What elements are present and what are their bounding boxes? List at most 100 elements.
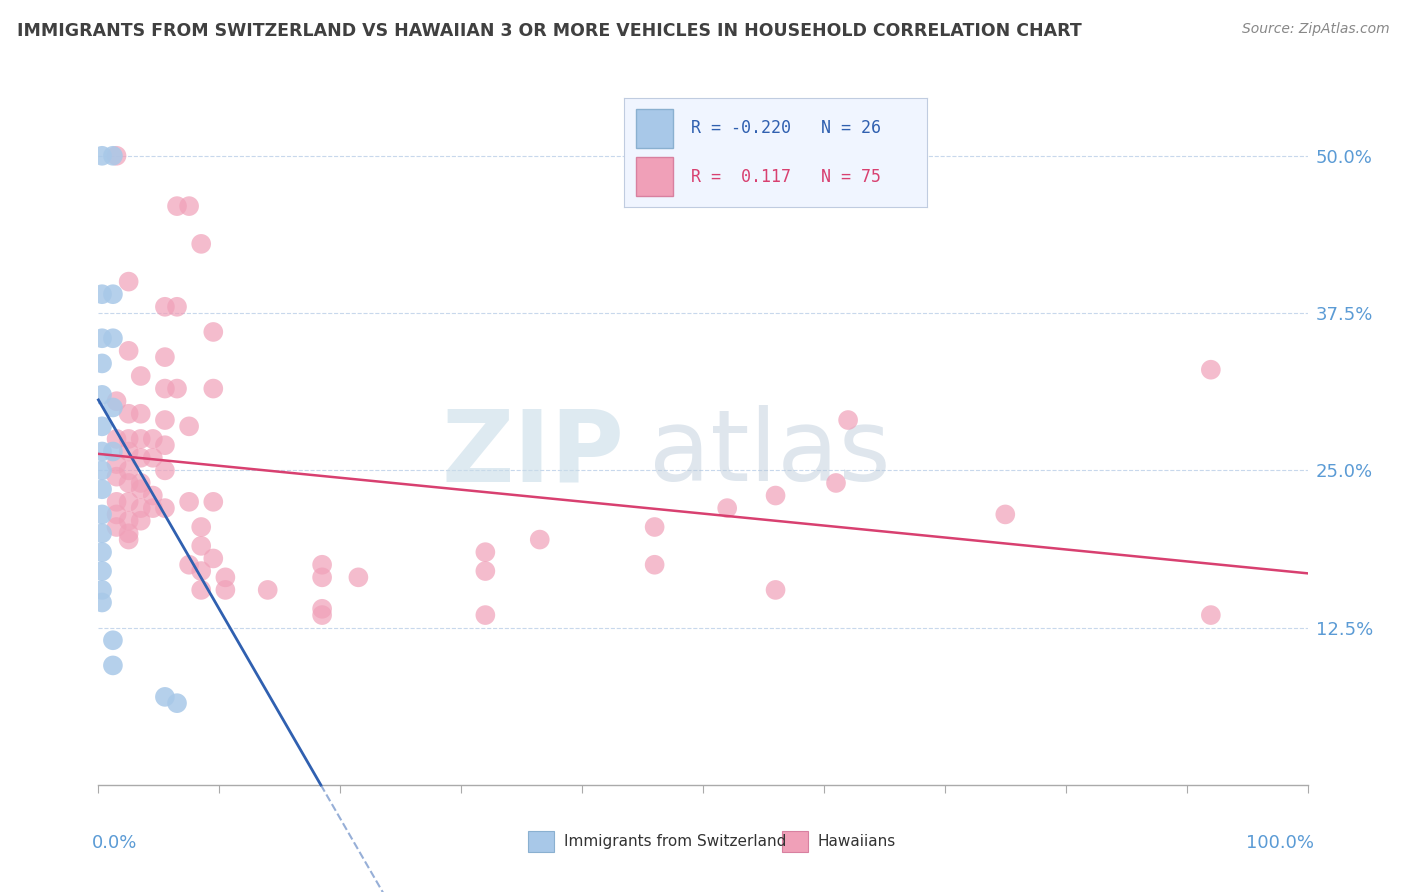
- Point: [105, 432, 128, 446]
- Point: [311, 570, 333, 584]
- Point: [765, 489, 787, 503]
- Point: [91, 463, 114, 477]
- Point: [129, 432, 152, 446]
- Text: IMMIGRANTS FROM SWITZERLAND VS HAWAIIAN 3 OR MORE VEHICLES IN HOUSEHOLD CORRELAT: IMMIGRANTS FROM SWITZERLAND VS HAWAIIAN …: [17, 22, 1081, 40]
- Point: [105, 495, 128, 509]
- Point: [91, 564, 114, 578]
- Text: Hawaiians: Hawaiians: [818, 834, 896, 849]
- Text: ZIP: ZIP: [441, 405, 624, 502]
- Point: [118, 533, 141, 547]
- Point: [166, 199, 188, 213]
- Point: [129, 514, 152, 528]
- Point: [166, 382, 188, 396]
- Point: [129, 450, 152, 465]
- Point: [101, 331, 124, 345]
- Point: [644, 520, 666, 534]
- Point: [202, 325, 225, 339]
- Point: [118, 444, 141, 458]
- Point: [91, 388, 114, 402]
- Point: [214, 570, 236, 584]
- Point: [91, 482, 114, 496]
- Point: [190, 520, 212, 534]
- Point: [91, 419, 114, 434]
- Point: [153, 350, 176, 364]
- Point: [202, 551, 225, 566]
- Point: [179, 199, 201, 213]
- Point: [1199, 608, 1222, 623]
- Point: [153, 690, 176, 704]
- Point: [118, 514, 141, 528]
- Point: [166, 300, 188, 314]
- Point: [190, 236, 212, 251]
- Point: [179, 558, 201, 572]
- Point: [153, 463, 176, 477]
- Point: [101, 658, 124, 673]
- Point: [765, 582, 787, 597]
- Y-axis label: 3 or more Vehicles in Household: 3 or more Vehicles in Household: [0, 309, 7, 557]
- Point: [91, 356, 114, 370]
- Point: [105, 508, 128, 522]
- Point: [311, 608, 333, 623]
- Point: [118, 407, 141, 421]
- Point: [91, 444, 114, 458]
- Point: [153, 300, 176, 314]
- Point: [190, 564, 212, 578]
- Point: [166, 696, 188, 710]
- Point: [105, 457, 128, 471]
- Point: [91, 287, 114, 301]
- Text: atlas: atlas: [648, 405, 890, 502]
- FancyBboxPatch shape: [527, 830, 554, 852]
- Point: [101, 149, 124, 163]
- Point: [529, 533, 551, 547]
- Point: [179, 419, 201, 434]
- Point: [825, 475, 848, 490]
- Point: [142, 432, 165, 446]
- Point: [105, 394, 128, 409]
- Point: [101, 444, 124, 458]
- Point: [644, 558, 666, 572]
- Point: [129, 501, 152, 516]
- Point: [91, 149, 114, 163]
- Point: [105, 520, 128, 534]
- Point: [105, 149, 128, 163]
- Point: [153, 382, 176, 396]
- Point: [347, 570, 370, 584]
- Point: [474, 608, 496, 623]
- Point: [142, 501, 165, 516]
- Point: [129, 482, 152, 496]
- Point: [91, 526, 114, 541]
- Point: [1199, 362, 1222, 376]
- Point: [91, 582, 114, 597]
- Point: [202, 382, 225, 396]
- Point: [118, 432, 141, 446]
- Point: [153, 438, 176, 452]
- Point: [129, 475, 152, 490]
- Point: [190, 539, 212, 553]
- Text: 0.0%: 0.0%: [93, 834, 138, 852]
- Text: Immigrants from Switzerland: Immigrants from Switzerland: [564, 834, 786, 849]
- Point: [716, 501, 738, 516]
- Point: [91, 331, 114, 345]
- Point: [153, 501, 176, 516]
- Point: [118, 526, 141, 541]
- Point: [101, 633, 124, 648]
- Point: [179, 495, 201, 509]
- Point: [202, 495, 225, 509]
- Point: [311, 558, 333, 572]
- Point: [118, 275, 141, 289]
- FancyBboxPatch shape: [782, 830, 808, 852]
- Point: [91, 595, 114, 609]
- Point: [91, 508, 114, 522]
- Point: [118, 495, 141, 509]
- Point: [474, 564, 496, 578]
- Point: [153, 413, 176, 427]
- Point: [142, 450, 165, 465]
- Point: [101, 287, 124, 301]
- Text: Source: ZipAtlas.com: Source: ZipAtlas.com: [1241, 22, 1389, 37]
- Point: [129, 407, 152, 421]
- Point: [214, 582, 236, 597]
- Point: [994, 508, 1017, 522]
- Point: [256, 582, 278, 597]
- Point: [129, 369, 152, 384]
- Point: [118, 475, 141, 490]
